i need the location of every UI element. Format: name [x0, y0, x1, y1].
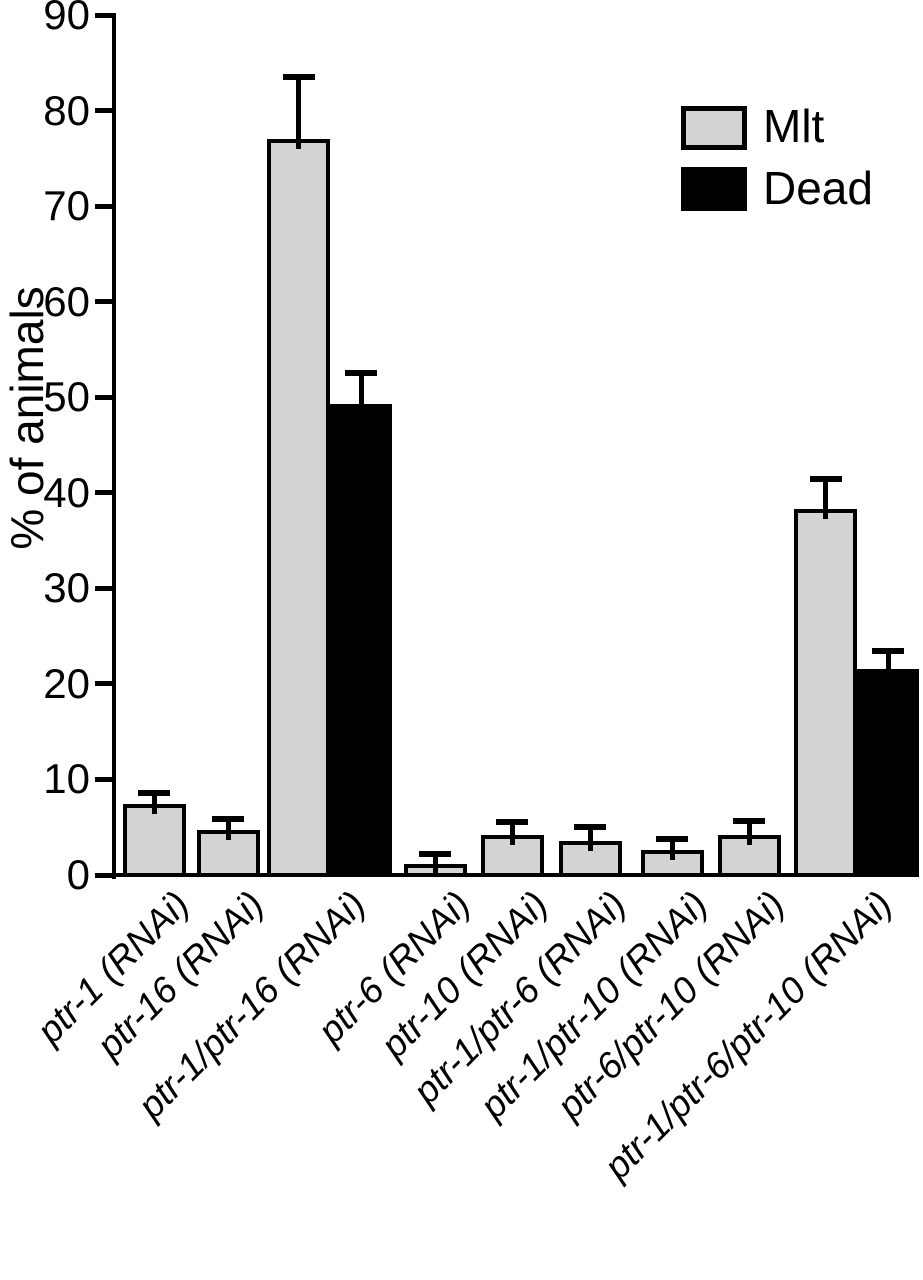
y-tick-label: 30 — [43, 564, 90, 612]
bar-mlt-7-error-stem — [746, 821, 752, 845]
bar-mlt-0-error-stem — [151, 792, 157, 815]
bar-mlt-0-error-cap — [138, 789, 170, 796]
y-tick — [95, 490, 112, 496]
bar-dead-2-error-cap — [345, 370, 377, 377]
y-tick-label: 10 — [43, 755, 90, 803]
bar-dead-8 — [857, 668, 919, 877]
bar-mlt-4-error-stem — [509, 822, 515, 845]
bar-mlt-8-error-cap — [809, 476, 842, 483]
bar-dead-8-error-stem — [885, 651, 891, 679]
bar-mlt-6-error-stem — [669, 838, 675, 861]
legend-swatch-dead — [681, 167, 747, 211]
bar-mlt-1 — [196, 830, 260, 877]
y-tick — [95, 585, 112, 591]
y-tick-label: 70 — [43, 182, 90, 230]
bar-mlt-1-error-stem — [225, 818, 231, 841]
bar-mlt-6-error-cap — [656, 835, 688, 842]
bar-mlt-7-error-cap — [733, 818, 765, 825]
y-tick — [95, 776, 112, 782]
y-tick — [95, 203, 112, 209]
y-tick — [95, 394, 112, 400]
y-tick — [95, 299, 112, 305]
bar-dead-8-error-cap — [872, 648, 904, 655]
y-axis-line — [112, 13, 116, 879]
bar-mlt-5-error-cap — [574, 824, 606, 831]
y-tick — [95, 872, 112, 878]
bar-mlt-3-error-cap — [419, 850, 451, 857]
bar-mlt-0 — [122, 804, 186, 877]
legend-swatch-mlt — [681, 106, 747, 150]
y-tick-label: 80 — [43, 86, 90, 134]
bar-mlt-8 — [794, 509, 857, 877]
bar-dead-2 — [330, 403, 392, 877]
y-tick-label: 40 — [43, 468, 90, 516]
y-tick-label: 50 — [43, 373, 90, 421]
bar-mlt-2-error-stem — [296, 77, 301, 150]
legend-label-dead: Dead — [763, 162, 873, 214]
y-tick — [95, 12, 112, 18]
bar-mlt-5-error-stem — [587, 827, 593, 851]
y-tick-label: 0 — [66, 851, 90, 898]
legend-label-mlt: Mlt — [763, 100, 825, 152]
y-tick-label: 60 — [43, 277, 90, 325]
bar-mlt-4-error-cap — [496, 819, 528, 826]
bar-mlt-2-error-cap — [282, 74, 315, 81]
y-tick — [95, 681, 112, 687]
y-tick — [95, 108, 112, 114]
bar-mlt-2 — [267, 139, 330, 877]
bar-mlt-1-error-cap — [212, 815, 244, 822]
bar-dead-2-error-stem — [358, 373, 364, 414]
y-tick-label: 90 — [43, 0, 90, 38]
y-tick-label: 20 — [43, 659, 90, 707]
bar-mlt-8-error-stem — [823, 479, 828, 519]
bar-mlt-3-error-stem — [432, 853, 438, 874]
